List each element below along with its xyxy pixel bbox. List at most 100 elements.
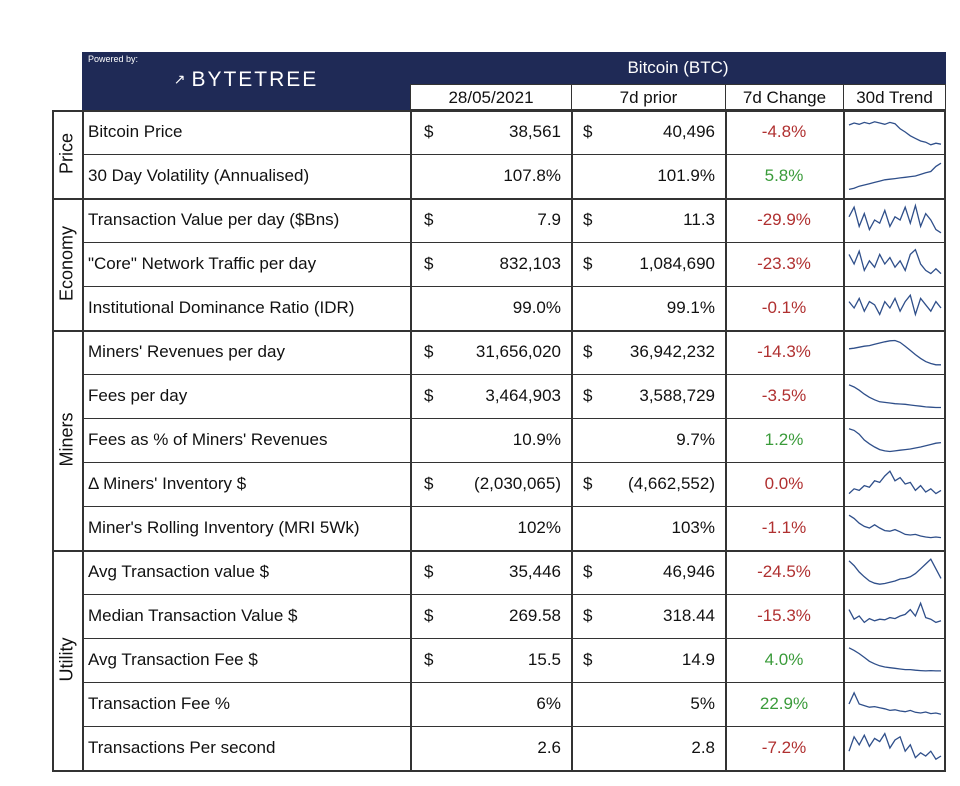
section-divider	[52, 198, 946, 200]
change-value: -15.3%	[757, 606, 811, 625]
prior-value: 99.1%	[666, 298, 715, 317]
current-value: 6%	[536, 694, 561, 713]
current-currency-symbol: $	[424, 122, 434, 141]
row-divider	[82, 418, 946, 419]
row-label: Fees as % of Miners' Revenues	[88, 430, 328, 449]
prior-value: 11.3	[683, 210, 715, 229]
row-divider	[82, 506, 946, 507]
row-divider	[82, 638, 946, 639]
prior-currency-symbol: $	[583, 650, 593, 669]
section-left-border	[52, 550, 54, 770]
bytetree-logo: ↗ BYTETREE	[82, 68, 410, 92]
column-divider	[82, 110, 84, 770]
change-value: -24.5%	[757, 562, 811, 581]
row-label: Miner's Rolling Inventory (MRI 5Wk)	[88, 518, 360, 537]
row-divider	[82, 594, 946, 595]
change-value: -29.9%	[757, 210, 811, 229]
prior-currency-symbol: $	[583, 254, 593, 273]
prior-value: 5%	[690, 694, 715, 713]
row-divider	[82, 682, 946, 683]
prior-value: 9.7%	[676, 430, 715, 449]
prior-value: 103%	[671, 518, 715, 537]
section-left-border	[52, 330, 54, 550]
change-value: -4.8%	[761, 122, 807, 141]
trend-sparkline	[848, 601, 942, 624]
prior-value: 40,496	[663, 122, 715, 141]
row-label: Δ Miners' Inventory $	[88, 474, 247, 493]
current-value: 2.6	[537, 738, 561, 757]
current-value: 269.58	[509, 606, 561, 625]
btc-dashboard-table: Powered by: ↗ BYTETREE Bitcoin (BTC) 28/0…	[52, 52, 946, 773]
column-header-trend: 30d Trend	[843, 84, 946, 110]
section-label: Price	[56, 133, 77, 175]
row-label: Fees per day	[88, 386, 188, 405]
powered-by-label: Powered by:	[88, 54, 139, 64]
current-currency-symbol: $	[424, 474, 434, 493]
section-left-border	[52, 110, 54, 198]
current-value: 102%	[517, 518, 561, 537]
section-label: Miners	[56, 412, 77, 467]
current-currency-symbol: $	[424, 210, 434, 229]
current-value: 99.0%	[512, 298, 561, 317]
column-divider	[410, 110, 412, 770]
section-divider	[52, 110, 946, 112]
change-value: -14.3%	[757, 342, 811, 361]
trend-sparkline	[848, 162, 942, 191]
prior-currency-symbol: $	[583, 210, 593, 229]
row-label: Median Transaction Value $	[88, 606, 298, 625]
current-value: (2,030,065)	[474, 474, 561, 493]
row-label: Transactions Per second	[88, 738, 276, 757]
column-divider	[725, 110, 727, 770]
change-value: 0.0%	[764, 474, 804, 493]
change-value: -0.1%	[761, 298, 807, 317]
section-left-border	[52, 198, 54, 330]
trend-sparkline	[848, 514, 942, 539]
prior-value: 36,942,232	[629, 342, 715, 361]
change-value: -23.3%	[757, 254, 811, 273]
row-divider	[82, 462, 946, 463]
current-currency-symbol: $	[424, 650, 434, 669]
prior-value: 318.44	[663, 606, 715, 625]
trend-sparkline	[848, 121, 942, 146]
trend-sparkline	[848, 339, 941, 366]
change-value: 4.0%	[764, 650, 804, 669]
bytetree-logo-icon: ↗	[173, 71, 186, 87]
brand-name: BYTETREE	[191, 68, 319, 91]
trend-sparkline	[848, 293, 942, 317]
prior-value: 101.9%	[657, 166, 715, 185]
section-divider	[52, 550, 946, 552]
trend-sparkline	[848, 384, 941, 409]
change-value: 5.8%	[764, 166, 804, 185]
change-value: 1.2%	[764, 430, 804, 449]
change-value: 22.9%	[759, 694, 809, 713]
prior-value: 3,588,729	[639, 386, 715, 405]
coin-header: Bitcoin (BTC)	[410, 52, 946, 85]
table-right-border	[944, 110, 946, 770]
prior-currency-symbol: $	[583, 606, 593, 625]
column-divider	[843, 110, 845, 770]
trend-sparkline	[848, 732, 942, 761]
current-currency-symbol: $	[424, 386, 434, 405]
prior-currency-symbol: $	[583, 342, 593, 361]
current-value: 15.5	[527, 650, 561, 669]
column-header-current: 28/05/2021	[410, 84, 572, 110]
row-label: Bitcoin Price	[88, 122, 183, 141]
current-value: 31,656,020	[475, 342, 561, 361]
current-currency-symbol: $	[424, 562, 434, 581]
change-value: -3.5%	[761, 386, 807, 405]
trend-sparkline	[848, 470, 942, 495]
prior-value: 2.8	[691, 738, 715, 757]
current-value: 10.9%	[512, 430, 561, 449]
prior-value: 46,946	[663, 562, 715, 581]
current-value: 3,464,903	[485, 386, 561, 405]
trend-sparkline	[848, 691, 942, 715]
row-label: Miners' Revenues per day	[88, 342, 285, 361]
current-value: 107.8%	[503, 166, 561, 185]
current-currency-symbol: $	[424, 342, 434, 361]
section-label: Utility	[56, 637, 77, 682]
prior-value: 14.9	[681, 650, 715, 669]
change-value: -1.1%	[761, 518, 807, 537]
current-currency-symbol: $	[424, 254, 434, 273]
current-value: 35,446	[509, 562, 561, 581]
trend-sparkline	[848, 248, 942, 275]
